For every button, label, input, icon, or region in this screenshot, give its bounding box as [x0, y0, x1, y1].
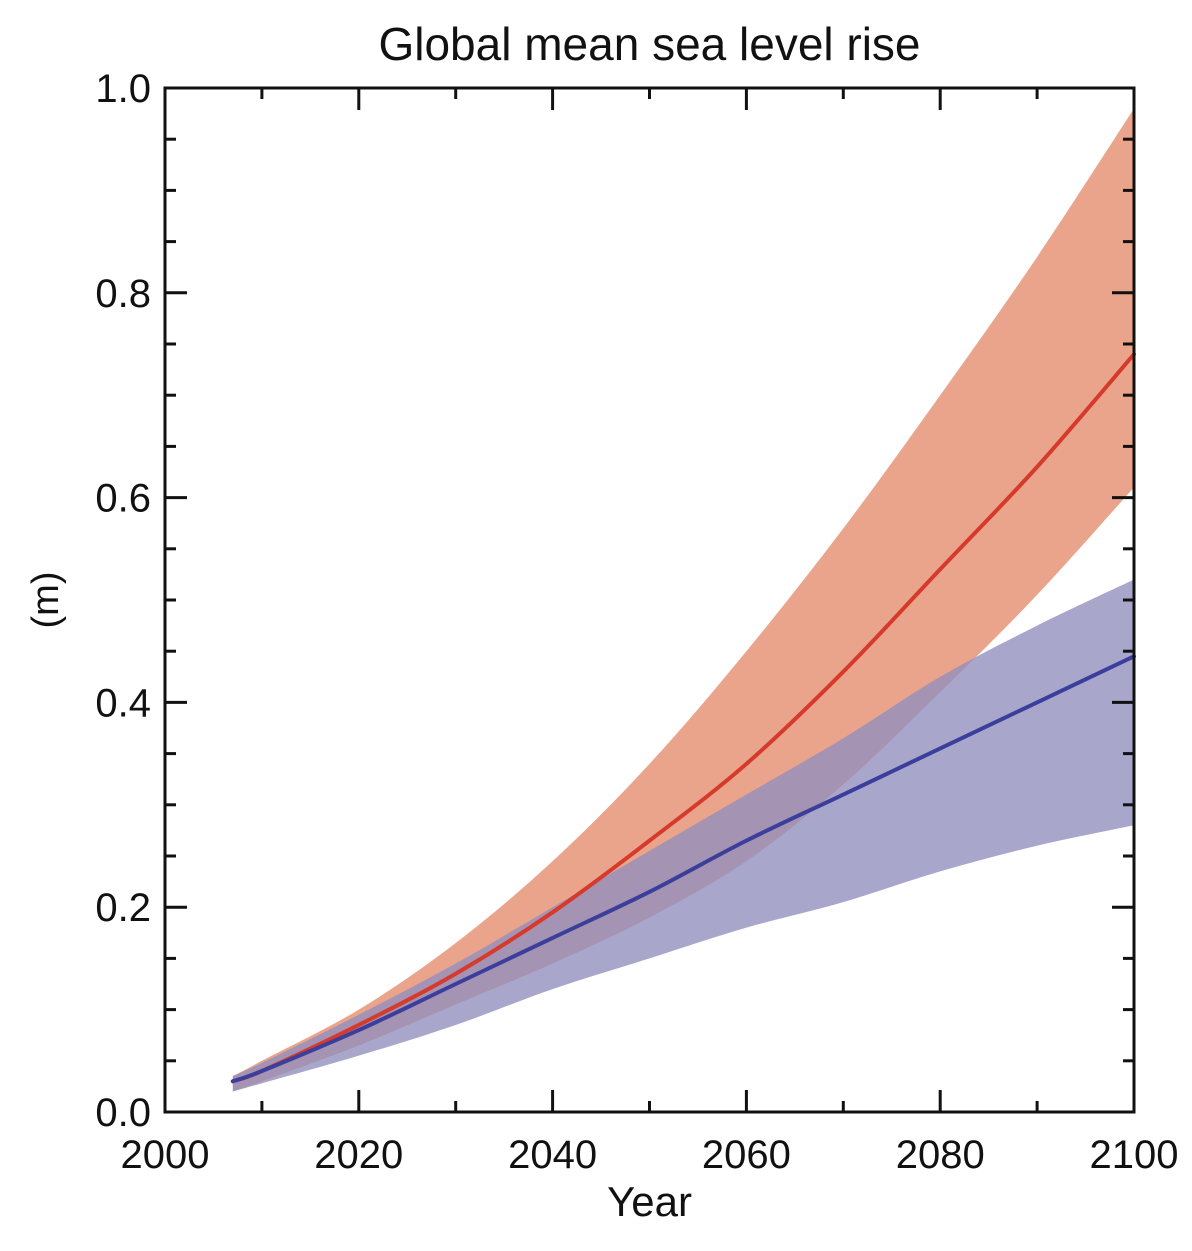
- x-tick-label: 2000: [121, 1133, 210, 1177]
- x-tick-label: 2100: [1090, 1133, 1179, 1177]
- y-tick-label: 0.2: [95, 886, 151, 930]
- uncertainty-bands: [232, 108, 1134, 1092]
- uncertainty-band-2: [232, 579, 1134, 1092]
- x-tick-label: 2040: [508, 1133, 597, 1177]
- x-axis-label: Year: [607, 1178, 692, 1225]
- y-tick-label: 1.0: [95, 67, 151, 111]
- mean-line-2: [230, 654, 1136, 1084]
- y-tick-label: 0.4: [95, 681, 151, 725]
- mean-line-1: [230, 352, 1136, 1084]
- y-tick-label: 0.0: [95, 1091, 151, 1135]
- x-tick-label: 2060: [702, 1133, 791, 1177]
- y-tick-label: 0.8: [95, 272, 151, 316]
- x-tick-label: 2020: [314, 1133, 403, 1177]
- mean-lines: [230, 352, 1136, 1084]
- chart-title: Global mean sea level rise: [378, 18, 920, 70]
- y-tick-label: 0.6: [95, 477, 151, 521]
- x-tick-label: 2080: [896, 1133, 985, 1177]
- axes: 2000 2020 2040 2060 2080 2100 0.0 0.2 0.4 0.6 0.8 1…: [95, 67, 1178, 1177]
- y-axis-label: (m): [25, 572, 67, 629]
